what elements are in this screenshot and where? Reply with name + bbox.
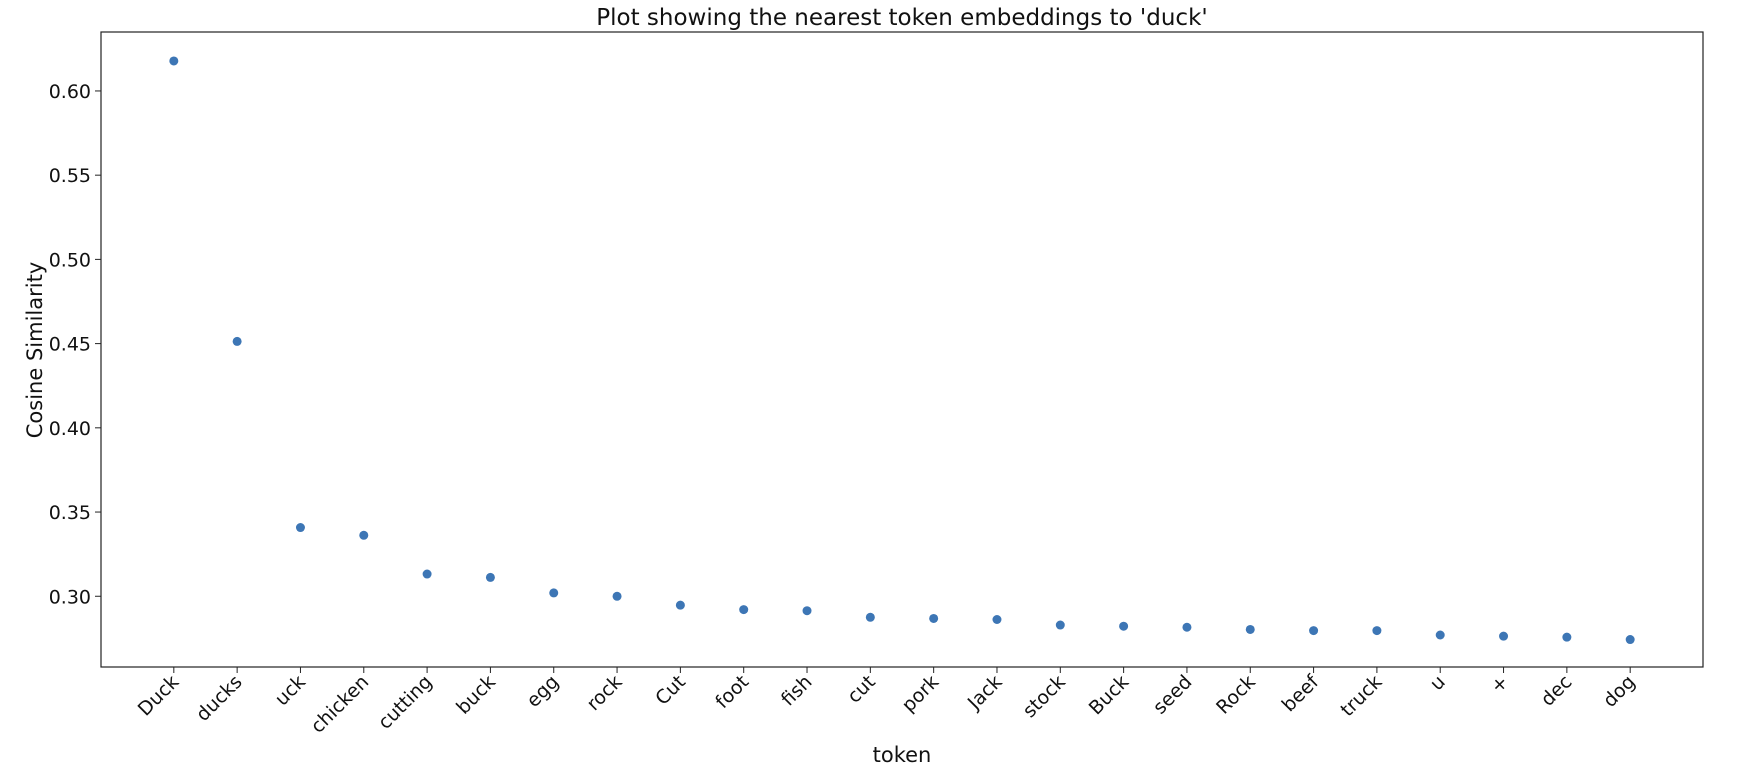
point [1245, 624, 1255, 634]
x-tick-label: buck [452, 671, 500, 719]
x-tick-label: fish [777, 671, 817, 711]
y-tick-label: 0.60 [49, 81, 91, 103]
x-tick-label: dog [1599, 671, 1640, 712]
x-tick-label: Rock [1212, 671, 1260, 719]
y-tick-label: 0.50 [49, 249, 91, 271]
point [1562, 632, 1572, 642]
x-tick-label: u [1426, 671, 1450, 695]
x-tick-label: ducks [192, 671, 247, 726]
x-tick-label: beef [1278, 670, 1324, 716]
point [359, 530, 369, 540]
point [1055, 620, 1065, 630]
x-tick-label: Jack [963, 671, 1007, 715]
point [739, 605, 749, 615]
x-tick-label: uck [271, 671, 310, 710]
point [675, 600, 685, 610]
x-tick-label: Cut [651, 671, 690, 710]
point [802, 606, 812, 616]
x-axis-label: token [873, 743, 932, 767]
y-tick-label: 0.55 [49, 165, 91, 187]
point [1625, 635, 1635, 645]
plot-frame [100, 31, 1704, 668]
point [1499, 631, 1509, 641]
x-tick-label: cutting [374, 671, 437, 734]
x-tick-label: stock [1019, 671, 1070, 722]
x-tick-label: pork [898, 671, 944, 717]
point [1119, 621, 1129, 631]
point [1309, 626, 1319, 636]
point [865, 612, 875, 622]
y-tick-label: 0.40 [49, 418, 91, 440]
point [295, 523, 305, 533]
x-tick-label: seed [1149, 671, 1197, 719]
point [485, 572, 495, 582]
point [1182, 622, 1192, 632]
point [929, 613, 939, 623]
x-tick-label: + [1486, 671, 1513, 698]
point [612, 591, 622, 601]
y-tick-label: 0.45 [49, 334, 91, 356]
point [992, 615, 1002, 625]
x-tick-label: foot [711, 671, 753, 713]
y-tick-label: 0.35 [49, 502, 91, 524]
point [422, 569, 432, 579]
point [232, 336, 242, 346]
x-tick-label: dec [1537, 671, 1577, 711]
x-tick-label: chicken [307, 671, 374, 738]
x-tick-label: truck [1336, 671, 1386, 721]
x-tick-label: rock [582, 671, 626, 715]
y-tick-label: 0.30 [49, 586, 91, 608]
x-tick-label: Duck [134, 671, 184, 721]
chart-title: Plot showing the nearest token embedding… [596, 5, 1207, 31]
x-tick-label: Buck [1085, 671, 1133, 719]
x-tick-label: egg [522, 671, 563, 712]
y-axis-label: Cosine Similarity [23, 262, 47, 438]
x-tick-label: cut [843, 671, 880, 708]
point [1435, 630, 1445, 640]
point [169, 56, 179, 66]
point [549, 588, 559, 598]
point [1372, 626, 1382, 636]
